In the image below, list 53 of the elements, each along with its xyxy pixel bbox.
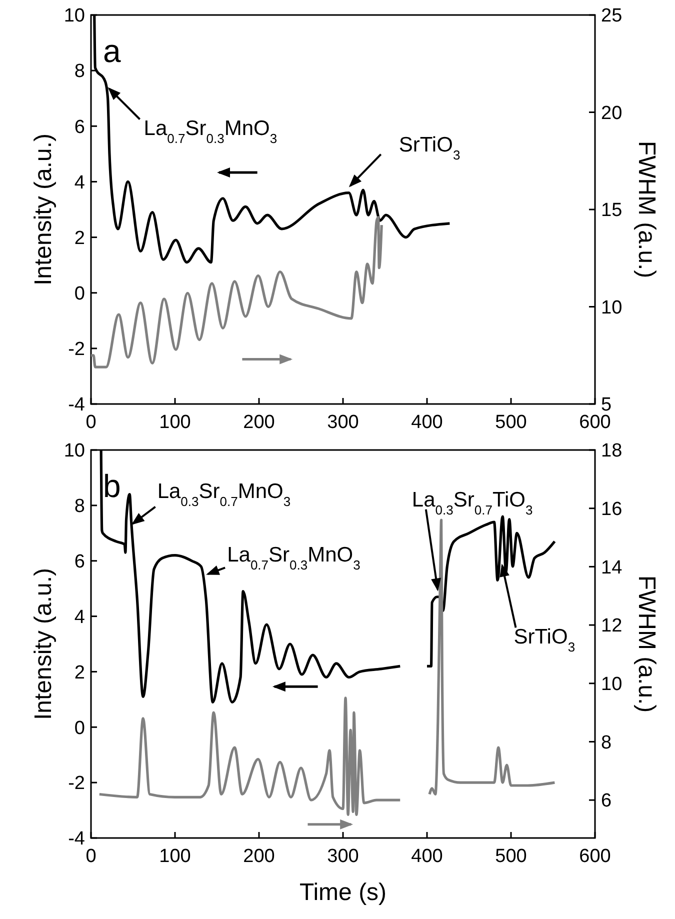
y-axis-title: Intensity (a.u.) [30, 568, 57, 720]
x-tick-label: 600 [579, 846, 611, 867]
x-tick-label: 200 [243, 846, 275, 867]
line-series [90, 216, 383, 368]
y2-tick-label: 25 [601, 6, 622, 27]
y2-tick-label: 14 [601, 557, 623, 578]
y-tick-label: 10 [64, 440, 85, 462]
y-tick-label: 4 [74, 172, 86, 194]
annotation: La$_{0.3}$Sr$_{0.7}$TiO$_{3}$ [412, 488, 533, 517]
y2-tick-label: 8 [601, 732, 612, 754]
y2-tick-label: 18 [601, 440, 622, 462]
x-tick-label: 400 [411, 412, 443, 433]
y2-axis-title: FWHM (a.u.) [633, 575, 660, 713]
y2-tick-label: 15 [601, 200, 622, 222]
y2-tick-label: 20 [601, 102, 622, 124]
y-tick-label: 2 [74, 662, 85, 684]
y2-tick-label: 6 [601, 790, 612, 812]
x-tick-label: 100 [159, 846, 191, 867]
y2-tick-label: 10 [601, 674, 622, 696]
annotation: SrTiO$_{3}$ [514, 626, 576, 654]
y2-tick-label: 10 [601, 297, 622, 318]
y-tick-label: 6 [74, 116, 85, 138]
annotation: La$_{0.3}$Sr$_{0.7}$MnO$_{3}$ [157, 480, 291, 508]
y-tick-label: -4 [68, 394, 86, 416]
x-tick-label: 500 [495, 412, 527, 433]
text: a [103, 33, 121, 69]
x-tick-label: 100 [159, 412, 191, 433]
y-tick-label: 8 [74, 496, 85, 518]
y-tick-label: 0 [74, 284, 85, 305]
x-tick-label: 500 [495, 846, 527, 867]
y-tick-label: -4 [68, 828, 86, 850]
y-tick-label: 6 [74, 552, 85, 573]
line-series [98, 696, 402, 816]
x-tick-label: 300 [327, 412, 359, 433]
y-tick-label: 8 [74, 61, 85, 82]
annotation: SrTiO$_{3}$ [398, 133, 460, 162]
y-tick-label: 2 [74, 228, 85, 249]
y-tick-label: -2 [68, 773, 85, 794]
y-axis-title: Intensity (a.u.) [30, 133, 57, 286]
y2-tick-label: 12 [601, 616, 622, 637]
y2-axis-title: FWHM (a.u.) [633, 140, 660, 278]
y-tick-label: 10 [64, 6, 85, 27]
x-tick-label: 400 [411, 846, 443, 867]
x-tick-label: 200 [243, 412, 275, 433]
y-tick-label: 4 [74, 606, 86, 628]
annotation: La$_{0.7}$Sr$_{0.3}$MnO$_{3}$ [144, 117, 278, 146]
x-tick-label: 300 [327, 846, 359, 867]
y2-tick-label: 16 [601, 498, 622, 520]
annotation: La$_{0.7}$Sr$_{0.3}$MnO$_{3}$ [227, 544, 360, 572]
y-tick-label: -2 [68, 339, 85, 360]
y-tick-label: 0 [74, 718, 85, 739]
x-axis-title: Time (s) [299, 879, 387, 906]
text: b [103, 468, 121, 504]
